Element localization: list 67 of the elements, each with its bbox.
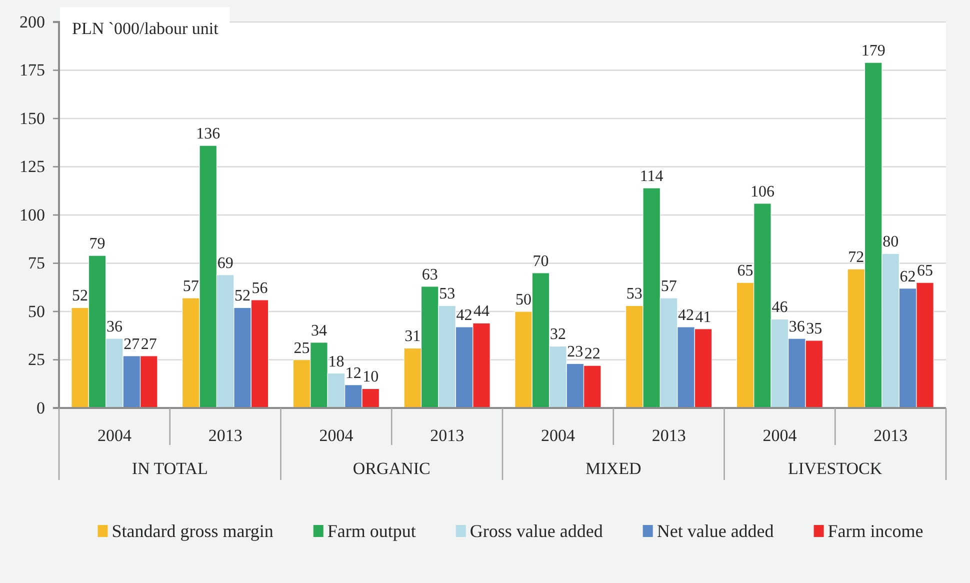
legend-label: Standard gross margin — [112, 521, 274, 541]
data-label: 70 — [532, 252, 549, 270]
data-label: 50 — [516, 292, 532, 308]
x-tick-label: 2004 — [319, 426, 354, 445]
data-label: 56 — [252, 280, 268, 297]
data-label: 25 — [294, 340, 310, 357]
data-label: 27 — [124, 336, 140, 353]
x-tick-label: 2013 — [430, 426, 464, 445]
legend-label: Farm output — [327, 521, 416, 541]
y-tick-label: 25 — [28, 350, 45, 370]
y-tick-label: 125 — [20, 157, 45, 176]
data-label: 57 — [660, 278, 677, 295]
text: IN TOTAL — [132, 459, 208, 478]
y-tick-label: 0 — [36, 398, 45, 418]
data-label: 36 — [106, 318, 122, 336]
y-tick-label: 200 — [20, 12, 45, 32]
data-label: 65 — [916, 262, 933, 280]
x-tick-label: 2013 — [208, 426, 242, 445]
data-label: 36 — [788, 318, 805, 336]
data-label: 44 — [473, 303, 490, 320]
data-label: 106 — [750, 183, 774, 200]
data-label: 41 — [695, 308, 712, 326]
x-tick-label: 2013 — [874, 426, 908, 445]
data-label: 32 — [550, 326, 566, 344]
data-label: 63 — [422, 266, 438, 284]
data-label: 80 — [882, 234, 899, 251]
y-tick-label: 175 — [20, 60, 45, 80]
data-label: 31 — [404, 328, 421, 346]
data-label: 42 — [678, 306, 694, 324]
text: LIVESTOCK — [788, 459, 883, 478]
data-label: 179 — [861, 42, 886, 60]
data-label: 22 — [584, 346, 600, 363]
y-tick-label: 50 — [28, 302, 45, 321]
text: ORGANIC — [352, 459, 430, 478]
data-label: 57 — [182, 278, 199, 295]
data-label: 65 — [737, 262, 754, 280]
data-label: 23 — [567, 344, 584, 361]
data-label: 52 — [72, 288, 88, 305]
y-tick-label: 100 — [20, 205, 45, 224]
data-label: 12 — [345, 364, 362, 382]
y-axis-title: PLN `000/labour unit — [72, 19, 219, 38]
x-tick-label: 2013 — [652, 426, 686, 445]
data-label: 46 — [772, 299, 788, 316]
data-label: 10 — [362, 368, 379, 386]
data-label: 62 — [900, 268, 916, 286]
x-tick-label: 2004 — [97, 426, 132, 445]
data-label: 53 — [439, 286, 456, 303]
data-label: 34 — [310, 322, 327, 340]
data-label: 53 — [626, 286, 642, 303]
y-tick-label: 75 — [28, 254, 45, 273]
data-label: 52 — [234, 288, 251, 305]
data-label: 69 — [217, 254, 234, 272]
legend-label: Farm income — [828, 521, 924, 541]
data-label: 27 — [140, 336, 157, 353]
data-label: 72 — [848, 249, 864, 266]
data-label: 18 — [328, 353, 344, 370]
legend-label: Gross value added — [470, 521, 603, 541]
data-label: 114 — [640, 168, 664, 185]
legend-label: Net value added — [656, 521, 774, 541]
x-tick-label: 2004 — [540, 426, 576, 445]
data-label: 136 — [196, 126, 220, 143]
data-label: 79 — [89, 236, 106, 253]
y-tick-label: 150 — [20, 108, 45, 128]
data-label: 35 — [806, 320, 822, 338]
data-label: 42 — [456, 306, 472, 324]
x-tick-label: 2004 — [762, 426, 798, 445]
text: MIXED — [586, 459, 642, 478]
